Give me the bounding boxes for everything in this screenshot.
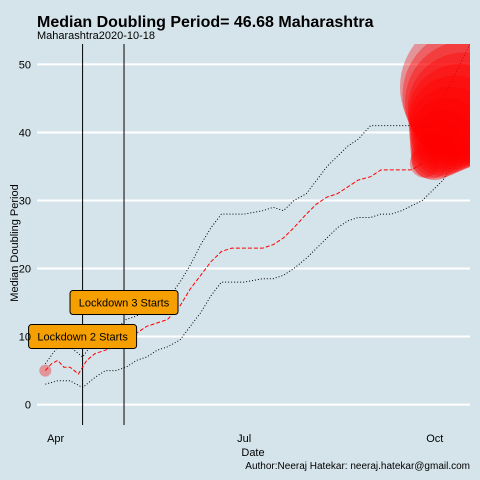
lockdown-label-box [28, 324, 138, 350]
grid-lines [37, 63, 470, 406]
lockdown-label-text: Lockdown 3 Starts [79, 298, 170, 310]
y-tick-label: 40 [19, 127, 31, 139]
x-tick-label: Jul [237, 433, 251, 445]
median-point [402, 44, 470, 161]
chart-title: Median Doubling Period= 46.68 Maharashtr… [37, 14, 374, 31]
median-point [409, 148, 440, 178]
median-point [408, 63, 470, 167]
lockdown-lines [82, 44, 125, 425]
y-tick-label: 30 [19, 195, 31, 207]
y-tick-label: 0 [25, 400, 31, 412]
confidence-band-lines [44, 44, 470, 389]
lockdown-label-text: Lockdown 2 Starts [37, 332, 128, 344]
median-point [409, 98, 470, 174]
median-point [39, 364, 52, 377]
x-tick-label: Apr [47, 433, 64, 445]
median-point [410, 132, 459, 181]
median-points [39, 44, 470, 377]
author-caption: Author:Neeraj Hatekar: neeraj.hatekar@gm… [245, 461, 470, 472]
lockdown-labels: Lockdown 2 Starts Lockdown 3 Starts [28, 290, 179, 350]
upper-bound-line [44, 44, 470, 365]
median-point [400, 44, 470, 157]
median-point [410, 109, 470, 176]
y-tick-label: 50 [19, 59, 31, 71]
median-line [44, 162, 423, 375]
y-axis-label: Median Doubling Period [9, 184, 21, 301]
axes: 0 10 20 30 40 50 Apr Jul Oct [19, 59, 444, 445]
median-point [407, 52, 470, 165]
lockdown-label-box [69, 290, 179, 316]
median-point [411, 140, 450, 179]
median-point [408, 75, 470, 170]
median-point [410, 120, 468, 178]
y-tick-label: 10 [19, 332, 31, 344]
median-line-group [44, 162, 423, 375]
median-point [409, 86, 470, 172]
median-point [405, 44, 470, 163]
lower-bound-line [45, 132, 470, 389]
x-tick-label: Oct [426, 433, 443, 445]
chart-subtitle: Maharashtra2020-10-18 [37, 30, 155, 42]
y-tick-label: 20 [19, 264, 31, 276]
x-axis-label: Date [241, 447, 264, 459]
